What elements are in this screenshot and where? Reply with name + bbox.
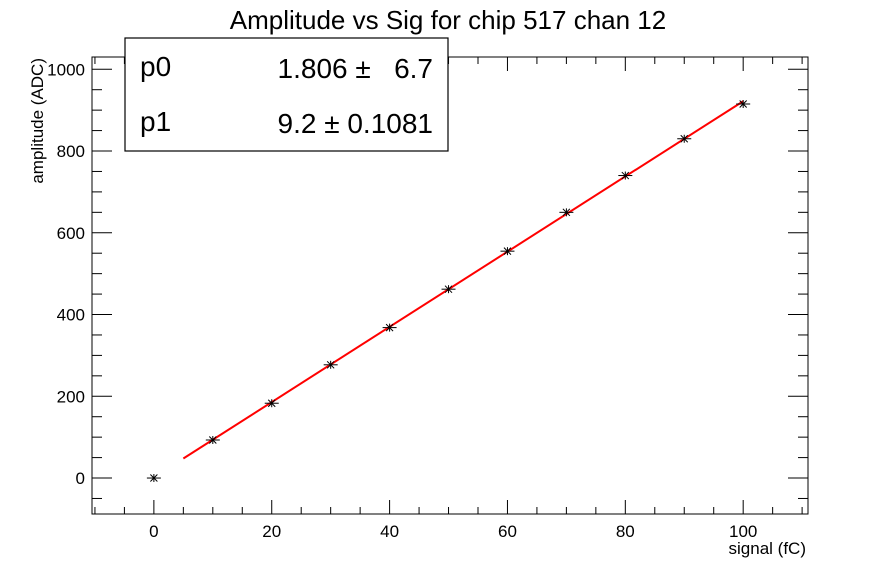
fit-stats-box: p0 1.806 ± 6.7 p1 9.2 ± 0.1081	[124, 37, 449, 152]
data-points	[146, 100, 751, 483]
fit-line	[182, 100, 744, 460]
stat-name-p0: p0	[140, 51, 171, 82]
stat-value-p0: 1.806 ± 6.7	[278, 53, 433, 84]
y-tick-label: 1000	[47, 60, 85, 79]
y-axis-label: amplitude (ADC)	[28, 58, 47, 184]
data-point	[205, 436, 220, 445]
x-tick-label: 80	[616, 522, 635, 541]
plot-frame	[91, 56, 809, 515]
data-point	[500, 247, 515, 256]
data-point	[677, 134, 692, 143]
y-axis-tick-labels: 0 200 400 600 800 1000	[47, 60, 85, 488]
y-tick-label: 600	[57, 224, 85, 243]
x-tick-label: 40	[380, 522, 399, 541]
data-point	[441, 285, 456, 294]
x-tick-label: 100	[729, 522, 757, 541]
data-point	[146, 474, 161, 483]
stat-value-p1: 9.2 ± 0.1081	[278, 108, 434, 139]
data-point	[559, 208, 574, 217]
y-tick-label: 0	[76, 469, 85, 488]
x-axis-tick-labels: 0 20 40 60 80 100	[149, 522, 757, 541]
x-tick-label: 0	[149, 522, 158, 541]
data-point	[736, 100, 751, 109]
data-point	[382, 323, 397, 332]
stat-name-p1: p1	[140, 106, 171, 137]
data-point	[618, 171, 633, 180]
x-tick-label: 20	[262, 522, 281, 541]
data-point	[264, 399, 279, 408]
y-tick-label: 400	[57, 306, 85, 325]
chart-title: Amplitude vs Sig for chip 517 chan 12	[230, 5, 666, 35]
y-tick-label: 200	[57, 387, 85, 406]
y-axis-ticks	[92, 68, 808, 499]
x-axis-label: signal (fC)	[729, 539, 806, 558]
x-tick-label: 60	[498, 522, 517, 541]
y-tick-label: 800	[57, 142, 85, 161]
data-point	[323, 360, 338, 369]
